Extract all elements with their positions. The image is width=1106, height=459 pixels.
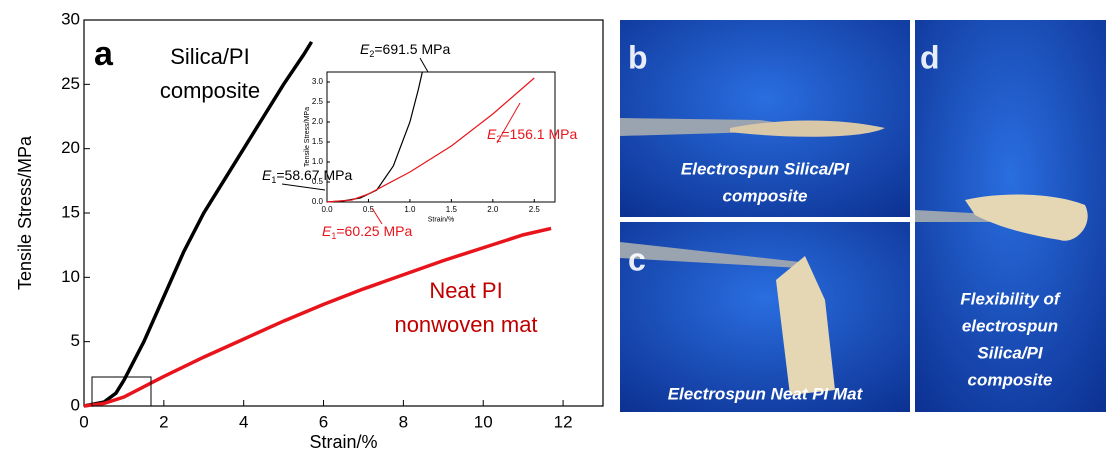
x-tick-label: 2	[159, 412, 168, 431]
y-axis-label: Tensile Stress/MPa	[304, 107, 311, 167]
x-axis-label: Strain/%	[428, 216, 454, 223]
panel-label: d	[920, 39, 940, 75]
value-text: =60.25 MPa	[336, 223, 412, 239]
value-text: =691.5 MPa	[374, 41, 450, 57]
annotation: E2=691.5 MPa	[360, 41, 450, 60]
y-tick-label: 20	[61, 138, 80, 157]
y-tick-label: 10	[61, 267, 80, 286]
y-tick-label: 2.5	[312, 97, 324, 106]
x-tick-label: 6	[319, 412, 328, 431]
value-text: =58.67 MPa	[276, 167, 352, 183]
x-tick-label: 10	[474, 412, 493, 431]
panel-label: c	[628, 241, 646, 277]
y-tick-label: 2.0	[312, 117, 324, 126]
x-tick-label: 0.0	[321, 205, 333, 214]
annotation: E2=156.1 MPa	[487, 126, 577, 145]
annotation: Silica/PI	[170, 44, 249, 69]
x-tick-label: 12	[554, 412, 573, 431]
annotation: E1=58.67 MPa	[262, 167, 352, 186]
y-tick-label: 25	[61, 74, 80, 93]
x-tick-label: 4	[239, 412, 248, 431]
x-tick-label: 1.0	[404, 205, 416, 214]
annotation-leader	[372, 208, 382, 224]
x-tick-label: 2.5	[529, 205, 541, 214]
y-tick-label: 30	[61, 9, 80, 28]
annotation-leader	[420, 58, 428, 72]
y-tick-label: 0	[71, 395, 80, 414]
annotation: Neat PI	[429, 278, 502, 303]
x-tick-label: 0	[79, 412, 88, 431]
caption: Electrospun Neat PI Mat	[668, 384, 864, 403]
caption: composite	[722, 186, 807, 205]
caption: electrospun	[962, 316, 1058, 335]
panel-label: b	[628, 39, 648, 75]
annotation: composite	[160, 78, 260, 103]
x-tick-label: 8	[399, 412, 408, 431]
y-tick-label: 1.0	[312, 157, 324, 166]
value-text: =156.1 MPa	[501, 126, 577, 142]
annotation: nonwoven mat	[394, 312, 537, 337]
panel-label: a	[94, 35, 114, 73]
y-tick-label: 0.0	[312, 197, 324, 206]
y-tick-label: 15	[61, 202, 80, 221]
caption: Electrospun Silica/PI	[681, 159, 850, 178]
caption: Silica/PI	[977, 343, 1043, 362]
caption: Flexibility of	[960, 289, 1062, 308]
y-axis-label: Tensile Stress/MPa	[15, 135, 35, 290]
y-tick-label: 1.5	[312, 137, 324, 146]
y-tick-label: 5	[71, 331, 80, 350]
x-tick-label: 2.0	[487, 205, 499, 214]
caption: composite	[967, 370, 1052, 389]
x-tick-label: 1.5	[446, 205, 458, 214]
y-tick-label: 3.0	[312, 77, 324, 86]
x-axis-label: Strain/%	[309, 432, 377, 452]
annotation: E1=60.25 MPa	[322, 223, 412, 242]
figure: 0 2 4 6 8 10 12 0 5 10 15 20 25 30 Strain/% Tensile Str…	[0, 0, 1106, 459]
